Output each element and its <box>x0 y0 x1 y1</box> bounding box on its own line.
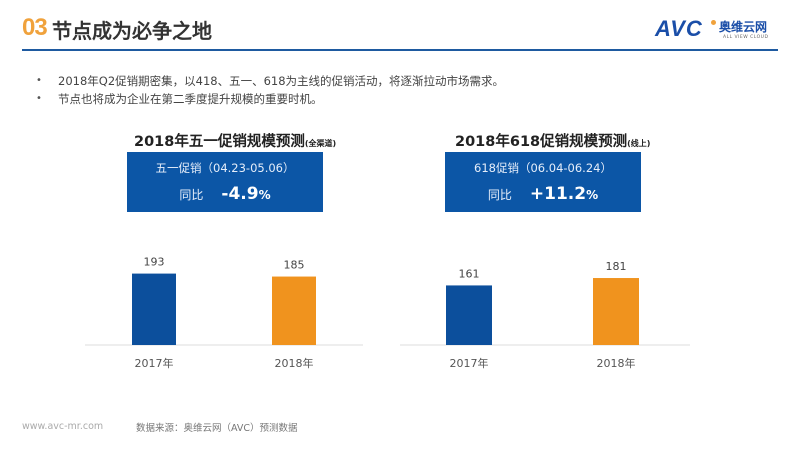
x-tick-label: 2017年 <box>135 356 174 370</box>
bar-2017年 <box>132 273 176 345</box>
x-tick-label: 2017年 <box>450 356 489 370</box>
bullet-text: 2018年Q2促销期密集，以418、五一、618为主线的促销活动，将逐渐拉动市场… <box>58 74 505 88</box>
x-tick-label: 2018年 <box>275 356 314 370</box>
bullet-item: • 节点也将成为企业在第二季度提升规模的重要时机。 <box>36 90 504 108</box>
promo-period: 五一促销（04.23-05.06） <box>155 161 295 175</box>
yoy-value: +11.2% <box>530 184 598 204</box>
data-source: 数据来源：奥维云网（AVC）预测数据 <box>136 423 298 434</box>
yoy-label: 同比 <box>487 188 512 202</box>
promo-period: 618促销（06.04-06.24） <box>474 161 612 175</box>
panel-mayday: 2018年五一促销规模预测(全渠道) 五一促销（04.23-05.06） 同比 -… <box>20 130 363 390</box>
yoy-number: +11.2 <box>529 184 587 204</box>
x-tick-label: 2018年 <box>597 356 636 370</box>
panel-title-note: (线上) <box>627 139 651 148</box>
page-title: 节点成为必争之地 <box>52 19 212 43</box>
panel-title-text: 2018年618促销规模预测 <box>455 134 628 150</box>
panel-title: 2018年五一促销规模预测(全渠道) <box>134 130 336 151</box>
bar-chart-618: 161 2017年 181 2018年 <box>400 260 690 370</box>
bullet-icon: • <box>36 93 42 104</box>
section-number: 03 <box>22 14 48 41</box>
yoy-number: -4.9 <box>221 184 259 204</box>
bar-2018年 <box>272 276 316 345</box>
data-label: 185 <box>284 259 305 272</box>
header-divider <box>22 49 778 51</box>
data-label: 193 <box>144 256 165 269</box>
data-label: 161 <box>459 267 480 280</box>
yoy-unit: % <box>586 188 599 202</box>
panel-title: 2018年618促销规模预测(线上) <box>455 130 650 151</box>
footer-url[interactable]: www.avc-mr.com <box>22 421 104 432</box>
yoy-row: 同比 -4.9% <box>127 184 323 204</box>
logo-dot-icon <box>711 20 716 25</box>
yoy-row: 同比 +11.2% <box>445 184 641 204</box>
bar-chart-mayday: 193 2017年 185 2018年 <box>85 256 363 370</box>
panel-title-note: (全渠道) <box>304 139 337 148</box>
panel-618: 2018年618促销规模预测(线上) 618促销（06.04-06.24） 同比… <box>400 130 720 390</box>
bar-2018年 <box>593 278 639 345</box>
yoy-callout: 618促销（06.04-06.24） 同比 +11.2% <box>445 152 641 212</box>
logo-name-cn: 奥维云网 <box>719 20 768 34</box>
logo-brand: AVC <box>655 16 703 41</box>
bar-2017年 <box>446 285 492 345</box>
header: 03 节点成为必争之地 AVC 奥维云网 ALL VIEW CLOUD <box>0 0 800 52</box>
yoy-callout: 五一促销（04.23-05.06） 同比 -4.9% <box>127 152 323 212</box>
logo-name-en: ALL VIEW CLOUD <box>723 35 769 40</box>
bullet-text: 节点也将成为企业在第二季度提升规模的重要时机。 <box>58 92 323 106</box>
yoy-unit: % <box>258 188 271 202</box>
yoy-label: 同比 <box>179 188 204 202</box>
bullet-item: • 2018年Q2促销期密集，以418、五一、618为主线的促销活动，将逐渐拉动… <box>36 72 504 90</box>
yoy-value: -4.9% <box>221 184 270 204</box>
avc-logo: AVC 奥维云网 ALL VIEW CLOUD <box>655 16 795 44</box>
bullet-icon: • <box>36 75 42 86</box>
bullet-list: • 2018年Q2促销期密集，以418、五一、618为主线的促销活动，将逐渐拉动… <box>36 72 504 108</box>
panel-title-text: 2018年五一促销规模预测 <box>134 134 305 150</box>
data-label: 181 <box>606 260 627 273</box>
